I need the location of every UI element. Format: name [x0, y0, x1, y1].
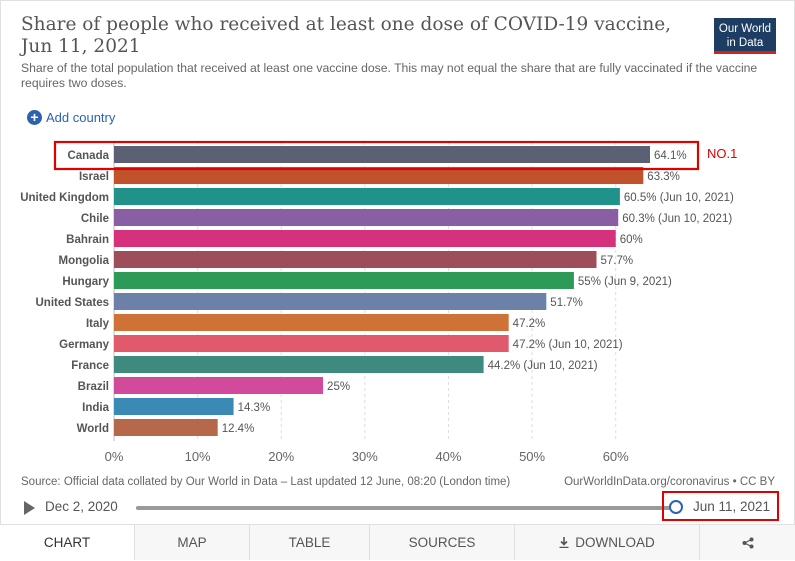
category-label: Mongolia	[59, 255, 110, 267]
timeline-start-date: Dec 2, 2020	[45, 499, 118, 514]
value-label: 14.3%	[238, 402, 271, 414]
value-label: 55% (Jun 9, 2021)	[578, 276, 672, 288]
bar-chart: 0% 10% 20% 30% 40% 50% 60% Canada 64.1% Israel 63.…	[20, 140, 737, 464]
tab-map[interactable]: MAP	[135, 525, 250, 560]
value-label: 60%	[620, 234, 643, 246]
chart-title: Share of people who received at least on…	[21, 14, 672, 57]
category-label: France	[71, 360, 109, 372]
category-label: Brazil	[78, 381, 109, 393]
source-note: Source: Official data collated by Our Wo…	[21, 476, 511, 488]
x-tick-label: 60%	[603, 449, 629, 464]
bar	[114, 230, 616, 247]
annotation-label: NO.1	[707, 146, 737, 161]
value-label: 47.2% (Jun 10, 2021)	[513, 339, 623, 351]
value-label: 60.3% (Jun 10, 2021)	[622, 213, 732, 225]
timeline-slider-handle[interactable]	[669, 500, 683, 514]
bar	[114, 398, 234, 415]
plus-circle-icon: +	[27, 109, 42, 125]
download-icon	[559, 537, 569, 548]
category-label: Canada	[67, 150, 109, 162]
bar	[114, 314, 509, 331]
timeline-slider-fill	[136, 506, 676, 510]
category-label: Bahrain	[66, 234, 109, 246]
value-label: 60.5% (Jun 10, 2021)	[624, 192, 734, 204]
bar	[114, 356, 484, 373]
logo-line-2: in Data	[726, 37, 764, 49]
credit-link[interactable]: OurWorldInData.org/coronavirus • CC BY	[564, 476, 775, 488]
category-label: World	[77, 423, 109, 435]
bar	[114, 419, 218, 436]
owid-logo[interactable]: Our World in Data	[714, 18, 776, 54]
tab-download[interactable]: DOWNLOAD	[515, 525, 700, 560]
bar	[114, 146, 650, 163]
x-tick-label: 30%	[352, 449, 378, 464]
value-label: 47.2%	[513, 318, 546, 330]
share-button[interactable]	[700, 525, 795, 560]
x-tick-label: 0%	[105, 449, 124, 464]
category-label: United Kingdom	[20, 192, 109, 204]
category-label: Germany	[59, 339, 109, 351]
bar	[114, 209, 619, 226]
category-label: Hungary	[62, 276, 109, 288]
bar	[114, 293, 547, 310]
tab-chart[interactable]: CHART	[0, 525, 135, 560]
bar	[114, 167, 644, 184]
value-label: 44.2% (Jun 10, 2021)	[488, 360, 598, 372]
end-date-highlight-box	[662, 491, 779, 521]
value-label: 57.7%	[600, 255, 633, 267]
category-label: Israel	[79, 171, 109, 183]
add-country-button[interactable]: + Add country	[27, 108, 115, 126]
logo-line-1: Our World	[718, 23, 772, 35]
tab-bar: CHART MAP TABLE SOURCES DOWNLOAD	[0, 524, 795, 561]
category-label: Italy	[86, 318, 110, 330]
value-label: 25%	[327, 381, 350, 393]
tab-sources[interactable]: SOURCES	[370, 525, 515, 560]
add-country-label: Add country	[46, 109, 116, 125]
tab-download-label: DOWNLOAD	[575, 535, 655, 550]
x-tick-label: 20%	[268, 449, 294, 464]
value-label: 63.3%	[647, 171, 680, 183]
timeline-end-date: Jun 11, 2021	[693, 499, 771, 514]
value-label: 12.4%	[222, 423, 255, 435]
x-tick-label: 10%	[185, 449, 211, 464]
category-label: India	[82, 402, 109, 414]
x-tick-label: 50%	[519, 449, 545, 464]
highlight-box	[53, 140, 700, 171]
chart-subtitle: Share of the total population that recei…	[21, 61, 758, 90]
bar	[114, 272, 574, 289]
bar	[114, 335, 509, 352]
play-icon[interactable]	[24, 501, 35, 515]
value-label: 51.7%	[550, 297, 583, 309]
timeline-slider-track[interactable]	[136, 506, 676, 510]
x-tick-label: 40%	[435, 449, 461, 464]
bar	[114, 377, 324, 394]
category-label: United States	[36, 297, 110, 309]
category-label: Chile	[81, 213, 109, 225]
bar	[114, 251, 597, 268]
share-icon	[742, 537, 753, 549]
bar	[114, 188, 620, 205]
value-label: 64.1%	[654, 150, 687, 162]
tab-table[interactable]: TABLE	[250, 525, 370, 560]
